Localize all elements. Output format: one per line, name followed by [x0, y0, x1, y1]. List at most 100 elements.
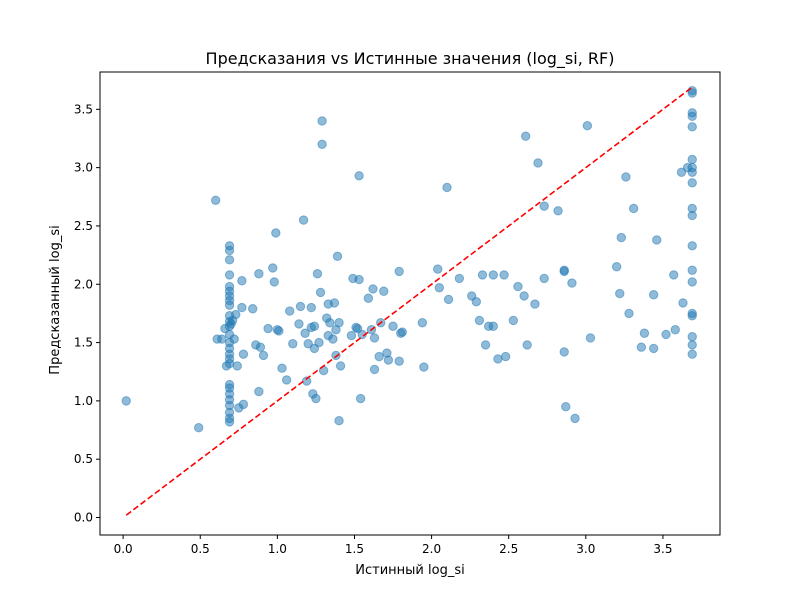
data-point [388, 321, 398, 331]
y-tick-label: 1.0 [74, 394, 93, 408]
data-point [687, 332, 697, 342]
data-point [621, 172, 631, 182]
data-point [224, 300, 235, 310]
data-point [582, 120, 593, 131]
data-points [121, 85, 697, 433]
data-point [670, 325, 680, 335]
data-point [368, 284, 378, 294]
axes-frame [99, 71, 721, 536]
data-point [329, 298, 340, 308]
data-point [687, 340, 697, 350]
data-point [229, 334, 239, 344]
data-point [263, 323, 273, 334]
data-point [530, 299, 540, 309]
data-point [312, 269, 323, 279]
y-tick-label: 0.0 [74, 511, 93, 525]
data-point [628, 203, 639, 214]
data-point [648, 290, 659, 300]
data-point [325, 318, 335, 328]
data-point [334, 318, 344, 328]
data-point [443, 294, 454, 305]
data-point [238, 399, 249, 410]
y-axis-label: Предсказанный log_si [48, 225, 63, 374]
x-tick-label: 1.5 [345, 542, 364, 556]
x-tick-label: 0.5 [191, 542, 210, 556]
data-point [433, 264, 443, 274]
reference-line [125, 86, 693, 516]
data-point [533, 158, 543, 168]
data-point [687, 122, 697, 132]
data-point [317, 139, 327, 150]
data-point [488, 270, 498, 280]
y-tick-label: 2.0 [74, 277, 93, 291]
data-point [559, 266, 569, 277]
data-point [687, 111, 697, 122]
data-point [224, 417, 235, 427]
data-point [374, 351, 384, 362]
plot-area: 0.0 0.5 1.0 1.5 2.0 2.5 3.0 3.5 0.0 0.5 1.0 1.5 2.0 2… [74, 71, 721, 556]
data-point [331, 350, 341, 361]
data-point [687, 154, 697, 165]
data-point [303, 339, 313, 349]
data-point [639, 328, 650, 338]
data-point [539, 201, 549, 211]
data-point [210, 195, 221, 205]
data-point [332, 251, 343, 261]
data-point [224, 245, 235, 256]
data-point [570, 413, 580, 424]
data-point [513, 281, 523, 292]
y-tick-label: 1.5 [74, 336, 93, 350]
data-point [231, 309, 241, 320]
y-tick-label: 3.0 [74, 161, 93, 175]
data-point [300, 328, 310, 338]
data-point [661, 329, 671, 340]
data-point [474, 315, 485, 326]
data-point [379, 286, 389, 296]
data-point [369, 333, 380, 343]
data-point [224, 358, 235, 369]
y-tick-label: 3.5 [74, 102, 93, 116]
data-point [238, 349, 249, 359]
data-point [500, 351, 511, 362]
data-point [237, 276, 247, 286]
data-point [394, 356, 404, 366]
data-point [383, 355, 394, 365]
x-tick-label: 0.0 [114, 542, 133, 556]
data-point [224, 255, 235, 265]
x-tick-label: 2.0 [422, 542, 441, 556]
data-point [611, 262, 622, 272]
y-tick-label: 0.5 [74, 452, 93, 466]
data-point [648, 343, 659, 354]
data-point [271, 228, 281, 238]
x-tick-label: 3.5 [653, 542, 672, 556]
data-point [636, 342, 647, 352]
data-point [363, 293, 374, 303]
data-point [471, 297, 482, 307]
x-tick-label: 1.0 [268, 542, 287, 556]
data-point [687, 277, 697, 287]
data-point [508, 315, 519, 326]
data-point [254, 269, 264, 279]
data-point [254, 386, 264, 397]
data-point [419, 362, 429, 372]
data-point [335, 361, 346, 371]
data-point [553, 206, 563, 216]
data-point [624, 308, 634, 319]
data-point [247, 304, 258, 314]
data-point [585, 333, 596, 343]
data-point [315, 287, 326, 298]
data-point [522, 340, 532, 350]
data-point [255, 342, 266, 352]
data-point [317, 116, 327, 126]
x-axis-label: Истинный log_si [355, 563, 464, 578]
data-point [687, 178, 697, 188]
data-point [520, 131, 531, 141]
data-point [615, 288, 625, 299]
data-point [306, 302, 316, 313]
data-point [687, 311, 697, 321]
data-point [355, 393, 366, 404]
data-point [687, 210, 697, 221]
data-point [417, 318, 428, 328]
